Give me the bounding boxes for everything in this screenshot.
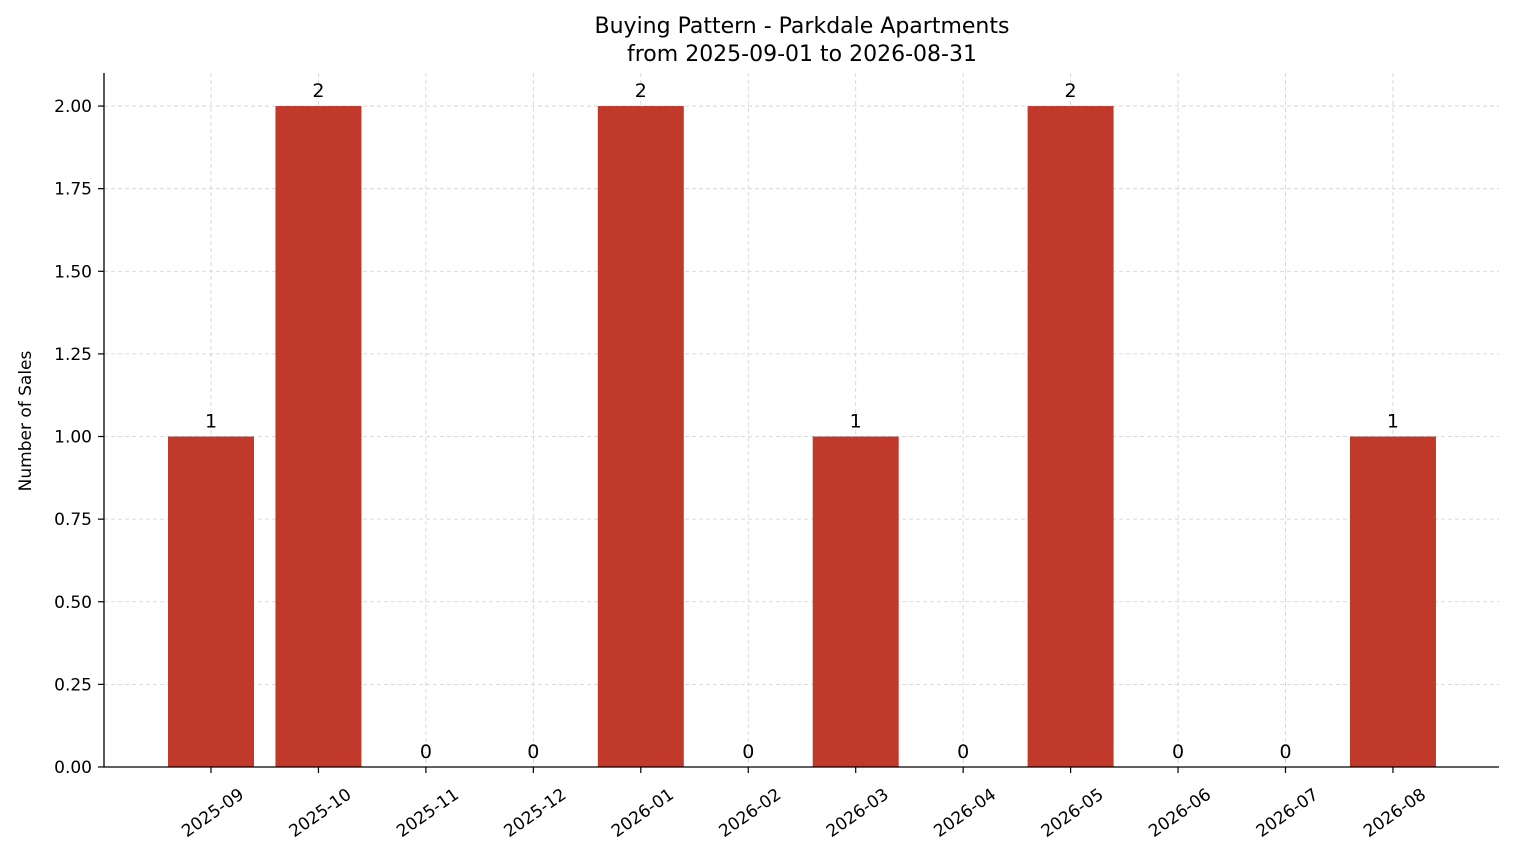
data-label-2025-12: 0	[527, 741, 539, 763]
bar-2026-08	[1349, 436, 1436, 767]
x-tick-label: 2025-09	[178, 785, 248, 842]
chart-title: Buying Pattern - Parkdale Apartments	[595, 14, 1010, 39]
y-tick-label: 2.00	[54, 97, 92, 117]
bar-2026-03	[812, 436, 899, 767]
x-tick-label: 2025-12	[501, 785, 571, 842]
y-tick-label: 0.75	[54, 510, 92, 530]
data-label-2026-01: 2	[635, 80, 647, 102]
data-label-2025-09: 1	[205, 411, 217, 433]
data-label-2026-04: 0	[957, 741, 969, 763]
x-tick-label: 2025-10	[286, 785, 356, 842]
data-label-2026-03: 1	[850, 411, 862, 433]
x-tick-label: 2026-08	[1360, 785, 1430, 842]
x-tick-label: 2026-05	[1038, 785, 1108, 842]
x-tick-label: 2026-07	[1253, 785, 1323, 842]
data-label-2026-05: 2	[1065, 80, 1077, 102]
bar-2025-10	[275, 106, 362, 768]
x-tick-label: 2025-11	[393, 785, 463, 842]
data-label-2026-08: 1	[1387, 411, 1399, 433]
y-tick-label: 1.75	[54, 180, 92, 200]
data-label-2026-02: 0	[742, 741, 754, 763]
bars	[168, 106, 1436, 768]
data-label-2026-06: 0	[1172, 741, 1184, 763]
y-tick-label: 0.50	[54, 593, 92, 613]
y-tick-label: 1.50	[54, 262, 92, 282]
y-axis-label: Number of Sales	[16, 350, 36, 491]
x-tick-label: 2026-03	[823, 785, 893, 842]
x-tick-label: 2026-02	[715, 785, 785, 842]
data-label-2025-10: 2	[312, 80, 324, 102]
bar-2026-01	[597, 106, 684, 768]
x-tick-label: 2026-01	[608, 785, 678, 842]
y-tick-label: 0.00	[54, 758, 92, 778]
data-label-2025-11: 0	[420, 741, 432, 763]
data-labels: 1 2 0 0 2 0 1 0 2 0 0 1	[205, 80, 1399, 763]
chart-subtitle: from 2025-09-01 to 2026-08-31	[627, 42, 977, 67]
bar-2026-05	[1027, 106, 1114, 768]
y-tick-label: 1.00	[54, 428, 92, 448]
data-label-2026-07: 0	[1279, 741, 1291, 763]
x-tick-label: 2026-06	[1145, 785, 1215, 842]
y-tick-label: 0.25	[54, 675, 92, 695]
x-tick-label: 2026-04	[930, 785, 1000, 842]
bar-2025-09	[168, 436, 254, 767]
y-tick-label: 1.25	[54, 345, 92, 365]
